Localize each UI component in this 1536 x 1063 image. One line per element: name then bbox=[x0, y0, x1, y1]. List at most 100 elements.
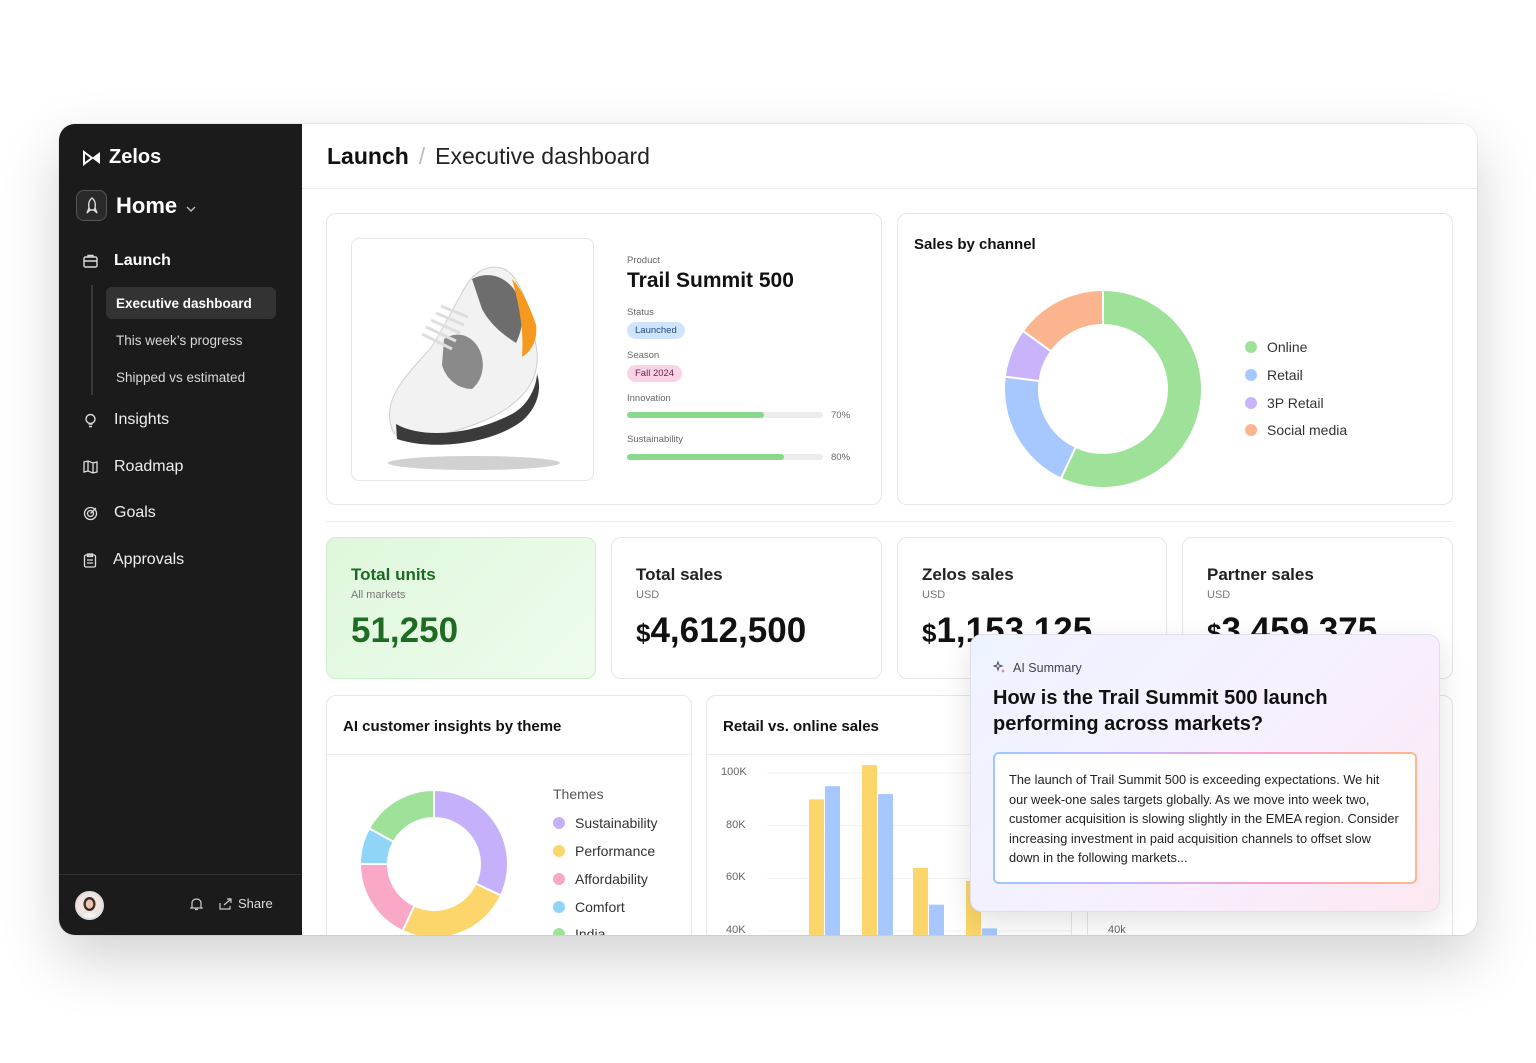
legend-item-performance: Performance bbox=[553, 843, 655, 859]
sustainability-percent: 80% bbox=[831, 452, 851, 463]
sneaker-icon bbox=[388, 266, 560, 470]
sidebar-item-label: Roadmap bbox=[114, 458, 184, 475]
legend-item-online: Online bbox=[1245, 339, 1307, 355]
total-units-card: Total units All markets 51,250 bbox=[326, 537, 596, 679]
card-divider bbox=[707, 754, 1071, 755]
bar-series-0-0[interactable] bbox=[809, 799, 824, 935]
legend-dot bbox=[1245, 341, 1257, 353]
sidebar-subitem-shipped-vs-estimated[interactable]: Shipped vs estimated bbox=[116, 369, 246, 385]
sparkle-icon bbox=[993, 661, 1005, 673]
y-tick-label: 40K bbox=[726, 924, 746, 935]
legend-label: Affordability bbox=[575, 871, 648, 887]
legend-dot bbox=[1245, 424, 1257, 436]
sidebar-item-label: Launch bbox=[114, 252, 171, 269]
breadcrumb-separator: / bbox=[418, 142, 426, 169]
bar-series-1-1[interactable] bbox=[878, 794, 893, 935]
innovation-label: Innovation bbox=[627, 393, 671, 404]
stat-subtitle: USD bbox=[1207, 589, 1231, 601]
share-button[interactable]: Share bbox=[219, 896, 273, 911]
legend-item-social-media: Social media bbox=[1245, 422, 1347, 438]
legend-dot bbox=[1245, 397, 1257, 409]
status-badge: Launched bbox=[627, 322, 685, 339]
theme-slice-sustainability[interactable] bbox=[433, 789, 509, 897]
stat-title: Partner sales bbox=[1207, 565, 1314, 584]
product-image bbox=[351, 238, 594, 481]
bar-series-1-0[interactable] bbox=[825, 786, 840, 935]
legend-dot bbox=[553, 928, 565, 935]
workspace-switcher[interactable]: Home bbox=[76, 190, 196, 221]
page-title: Executive dashboard bbox=[435, 142, 650, 169]
sidebar-item-goals[interactable]: Goals bbox=[83, 504, 156, 522]
legend-label: India bbox=[575, 926, 606, 935]
ai-summary-question: How is the Trail Summit 500 launch perfo… bbox=[993, 687, 1328, 735]
main-content: Launch / Executive dashboard Product Tra… bbox=[302, 124, 1477, 935]
sidebar-subitem-weeks-progress[interactable]: This week’s progress bbox=[116, 332, 243, 348]
total-sales-card: Total sales USD $4,612,500 bbox=[611, 537, 882, 679]
briefcase-icon bbox=[83, 254, 98, 268]
y-tick-label: 100K bbox=[721, 766, 747, 778]
product-card: Product Trail Summit 500 Status Launched… bbox=[326, 213, 882, 505]
theme-slice-affordability[interactable] bbox=[359, 863, 416, 933]
legend-item-affordability: Affordability bbox=[553, 871, 648, 887]
stat-title: Total units bbox=[351, 565, 436, 584]
stat-value: 4,612,500 bbox=[650, 611, 807, 650]
clipboard-icon bbox=[83, 552, 97, 568]
innovation-bar-fill bbox=[627, 412, 765, 418]
card-divider bbox=[327, 754, 691, 755]
bar-series-0-2[interactable] bbox=[913, 867, 928, 935]
card-title: Sales by channel bbox=[914, 236, 1036, 253]
legend-dot bbox=[553, 817, 565, 829]
legend-item-retail: Retail bbox=[1245, 367, 1303, 383]
y-tick-label: 80K bbox=[726, 819, 746, 831]
channel-slice-retail[interactable] bbox=[1003, 375, 1078, 480]
sustainability-bar-fill bbox=[627, 454, 784, 460]
legend-item-india: India bbox=[553, 926, 605, 935]
sidebar-item-roadmap[interactable]: Roadmap bbox=[83, 458, 183, 476]
legend-dot bbox=[553, 845, 565, 857]
sales-by-channel-card: Sales by channel Online Retail 3P Retail… bbox=[897, 213, 1453, 505]
section-divider bbox=[326, 521, 1452, 522]
sidebar-item-approvals[interactable]: Approvals bbox=[83, 551, 184, 569]
stat-value-row: $4,612,500 bbox=[636, 611, 806, 651]
ai-summary-tag: AI Summary bbox=[993, 661, 1082, 675]
card-title: AI customer insights by theme bbox=[343, 718, 562, 735]
breadcrumb: Launch / Executive dashboard bbox=[302, 124, 1477, 189]
sidebar-subitem-executive-dashboard[interactable]: Executive dashboard bbox=[106, 287, 276, 319]
legend-label: Retail bbox=[1267, 367, 1303, 383]
legend-label: Performance bbox=[575, 843, 656, 859]
chevron-down-icon bbox=[186, 206, 196, 212]
status-label: Status bbox=[627, 307, 654, 318]
bell-icon[interactable] bbox=[190, 897, 203, 911]
sidebar: Zelos Home Launch Executive dashboard Th… bbox=[59, 124, 302, 935]
share-icon bbox=[219, 897, 232, 910]
theme-slice-india[interactable] bbox=[367, 789, 435, 844]
legend-label: Sustainability bbox=[575, 815, 658, 831]
bar-series-1-3[interactable] bbox=[982, 928, 997, 935]
workspace-name: Home bbox=[116, 192, 178, 218]
channel-slice-online[interactable] bbox=[1059, 288, 1203, 489]
bar-series-1-2[interactable] bbox=[929, 904, 944, 935]
rocket-icon bbox=[76, 190, 107, 221]
legend-label: Comfort bbox=[575, 899, 625, 915]
currency-symbol: $ bbox=[636, 618, 651, 648]
breadcrumb-parent[interactable]: Launch bbox=[327, 142, 409, 169]
sidebar-item-launch[interactable]: Launch bbox=[83, 252, 171, 270]
sidebar-item-insights[interactable]: Insights bbox=[83, 411, 169, 429]
avatar[interactable] bbox=[75, 891, 104, 920]
y-tick-label: 40k bbox=[1108, 924, 1126, 935]
bar-series-0-1[interactable] bbox=[862, 765, 877, 935]
customer-insights-card: AI customer insights by theme Themes Sus… bbox=[326, 695, 692, 935]
brand[interactable]: Zelos bbox=[83, 146, 161, 169]
legend-dot bbox=[553, 901, 565, 913]
app-window: Zelos Home Launch Executive dashboard Th… bbox=[59, 124, 1477, 935]
innovation-bar bbox=[627, 412, 823, 418]
theme-slice-performance[interactable] bbox=[401, 882, 503, 935]
submenu-line bbox=[91, 285, 93, 395]
currency-symbol: $ bbox=[922, 618, 937, 648]
share-label: Share bbox=[238, 896, 273, 911]
legend-item-comfort: Comfort bbox=[553, 899, 625, 915]
stat-value: 51,250 bbox=[351, 611, 459, 650]
channel-slice-social-media[interactable] bbox=[1021, 288, 1104, 353]
season-label: Season bbox=[627, 350, 660, 361]
themes-legend-title: Themes bbox=[553, 786, 604, 802]
